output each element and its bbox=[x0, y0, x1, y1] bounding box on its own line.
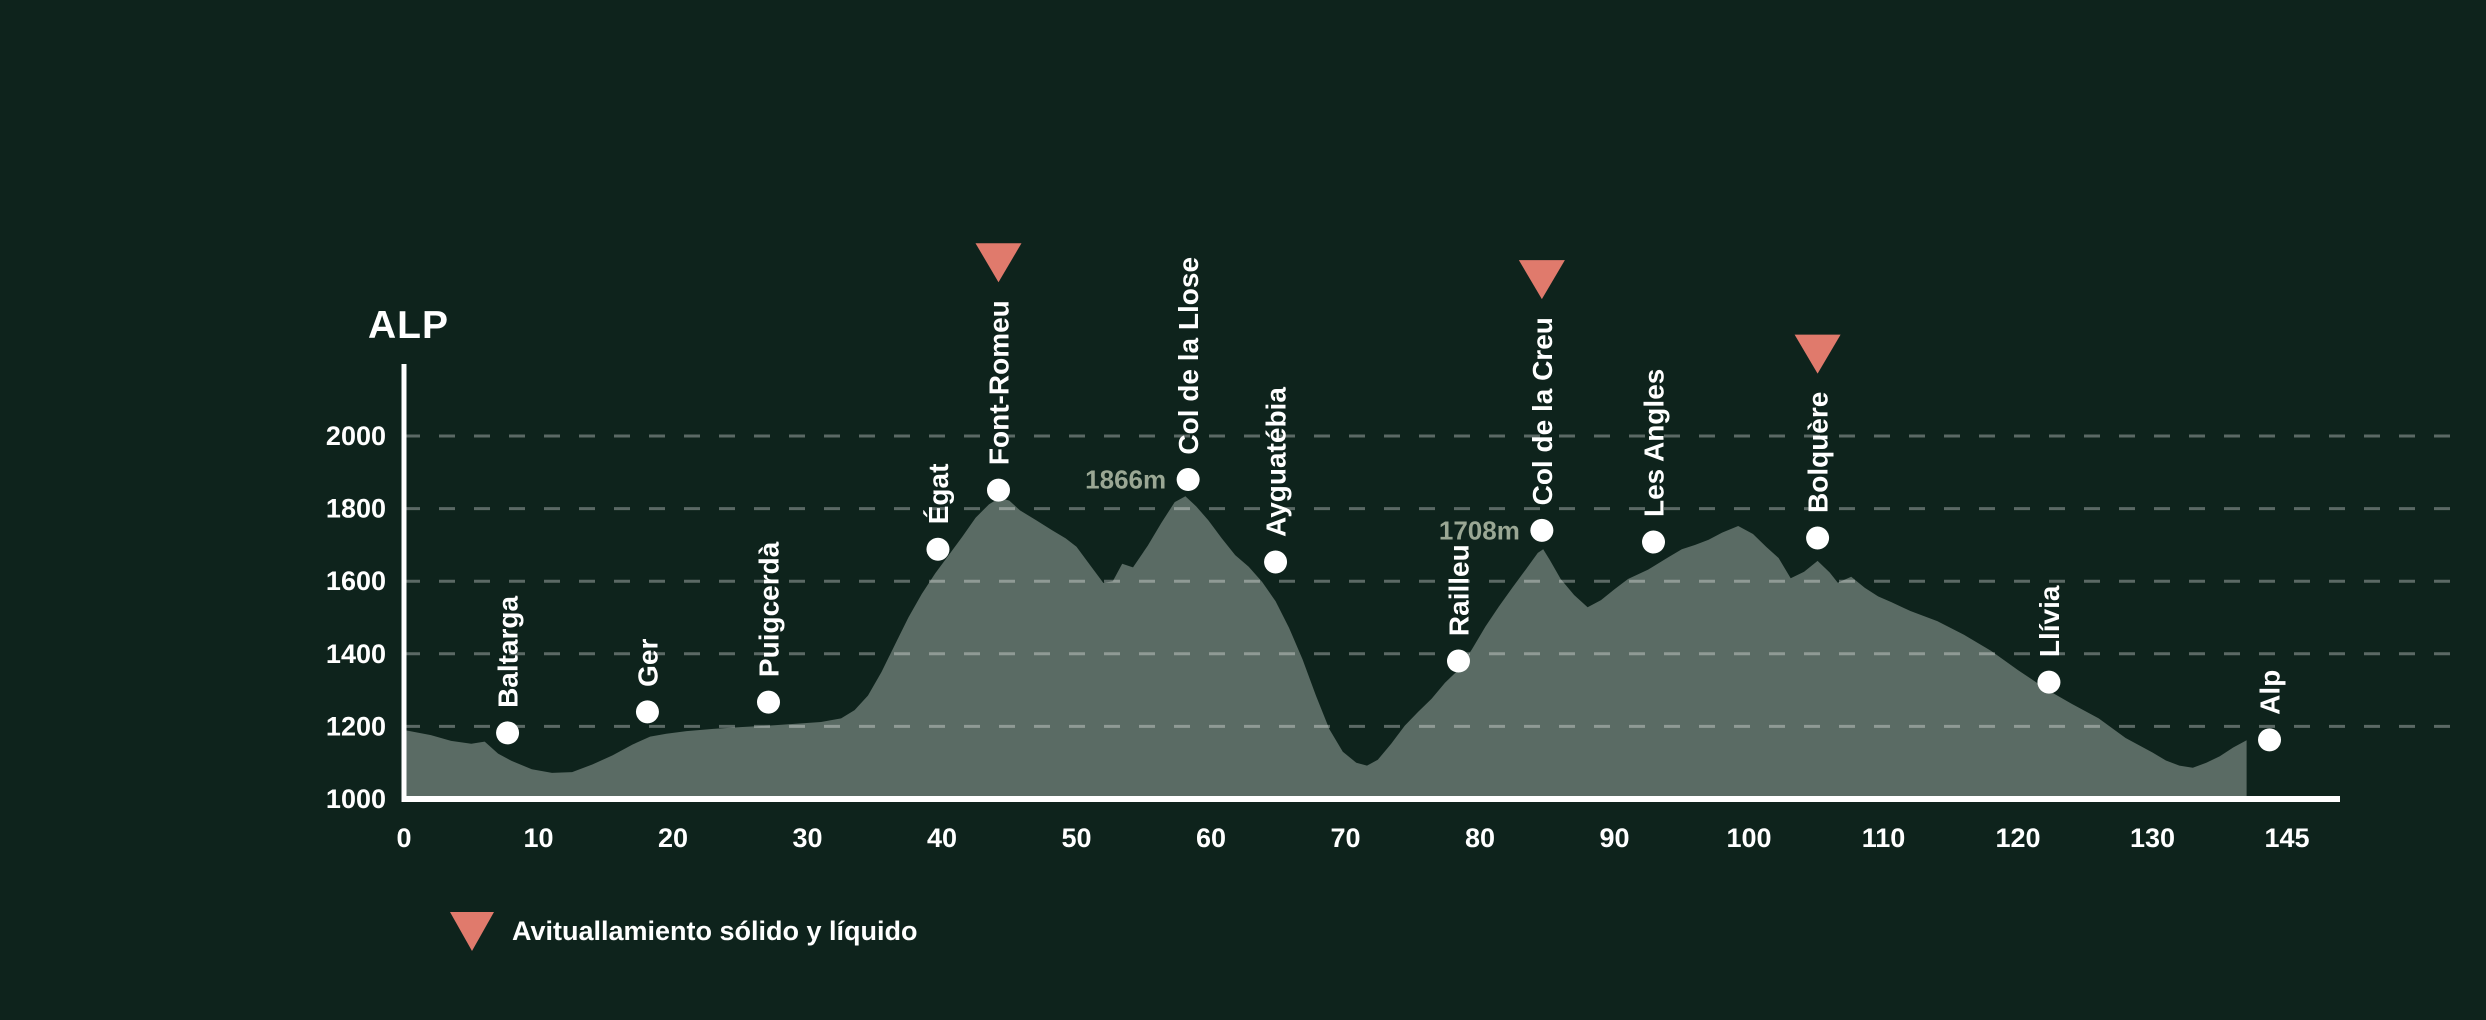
x-tick-label-110: 110 bbox=[1862, 823, 1906, 853]
elevation-callout-col-de-la-llose: 1866m bbox=[1085, 465, 1166, 495]
x-tick-label-70: 70 bbox=[1330, 823, 1360, 853]
waypoint-dot-col-de-la-creu bbox=[1530, 518, 1554, 542]
waypoint-dot-gat bbox=[926, 537, 950, 561]
waypoint-label-baltarga: Baltarga bbox=[493, 595, 524, 707]
feed-station-marker-col-de-la-creu bbox=[1518, 260, 1565, 300]
x-tick-label-120: 120 bbox=[1995, 823, 2040, 853]
y-tick-label-1600: 1600 bbox=[326, 566, 386, 596]
waypoint-label-puigcerd: Puigcerdà bbox=[753, 541, 784, 677]
waypoint-label-col-de-la-creu: Col de la Creu bbox=[1527, 317, 1558, 505]
waypoint-dot-font-romeu bbox=[986, 478, 1010, 502]
x-tick-label-90: 90 bbox=[1599, 823, 1629, 853]
legend: Avituallamiento sólido y líquido bbox=[450, 912, 918, 951]
waypoint-label-railleu: Railleu bbox=[1443, 544, 1474, 636]
waypoint-dot-ger bbox=[635, 700, 659, 724]
page-title: ALP bbox=[368, 304, 449, 347]
elevation-profile-area bbox=[404, 496, 2247, 799]
waypoint-label-ayguat-bia: Ayguatébia bbox=[1261, 387, 1292, 537]
x-tick-label-10: 10 bbox=[523, 823, 553, 853]
waypoint-label-ll-via: Llívia bbox=[2034, 585, 2065, 657]
waypoint-label-alp: Alp bbox=[2255, 670, 2286, 715]
waypoint-dot-puigcerd bbox=[756, 690, 780, 714]
waypoint-dot-ll-via bbox=[2037, 670, 2061, 694]
waypoint-dot-col-de-la-llose bbox=[1176, 468, 1200, 492]
legend-label: Avituallamiento sólido y líquido bbox=[512, 916, 918, 946]
waypoint-label-font-romeu: Font-Romeu bbox=[983, 300, 1014, 465]
waypoint-dot-bolqu-re bbox=[1806, 526, 1830, 550]
y-tick-label-1800: 1800 bbox=[326, 494, 386, 524]
feed-station-marker-font-romeu bbox=[975, 243, 1022, 283]
x-tick-label-80: 80 bbox=[1465, 823, 1495, 853]
waypoint-label-col-de-la-llose: Col de la Llose bbox=[1173, 257, 1204, 455]
waypoint-dot-baltarga bbox=[496, 721, 520, 745]
y-tick-label-1200: 1200 bbox=[326, 711, 386, 741]
x-tick-label-0: 0 bbox=[396, 823, 411, 853]
x-tick-label-40: 40 bbox=[927, 823, 957, 853]
feed-station-triangle-icon bbox=[450, 912, 494, 951]
waypoint-label-bolqu-re: Bolquère bbox=[1803, 392, 1834, 513]
y-tick-label-1000: 1000 bbox=[326, 784, 386, 814]
y-tick-label-1400: 1400 bbox=[326, 639, 386, 669]
waypoint-label-ger: Ger bbox=[632, 639, 663, 687]
waypoint-dot-alp bbox=[2258, 728, 2282, 752]
x-tick-label-130: 130 bbox=[2130, 823, 2175, 853]
x-tick-label-50: 50 bbox=[1061, 823, 1091, 853]
waypoint-label-les-angles: Les Angles bbox=[1639, 369, 1670, 517]
waypoint-label-gat: Égat bbox=[923, 464, 954, 525]
x-tick-label-60: 60 bbox=[1196, 823, 1226, 853]
x-tick-label-20: 20 bbox=[658, 823, 688, 853]
feed-station-marker-bolqu-re bbox=[1794, 334, 1841, 374]
waypoint-dot-ayguat-bia bbox=[1264, 550, 1288, 574]
x-tick-label-100: 100 bbox=[1726, 823, 1771, 853]
waypoint-dot-les-angles bbox=[1642, 530, 1666, 554]
waypoint-dot-railleu bbox=[1446, 649, 1470, 673]
elevation-callout-col-de-la-creu: 1708m bbox=[1439, 515, 1520, 545]
x-tick-label-145: 145 bbox=[2264, 823, 2309, 853]
x-tick-label-30: 30 bbox=[792, 823, 822, 853]
y-tick-label-2000: 2000 bbox=[326, 421, 386, 451]
